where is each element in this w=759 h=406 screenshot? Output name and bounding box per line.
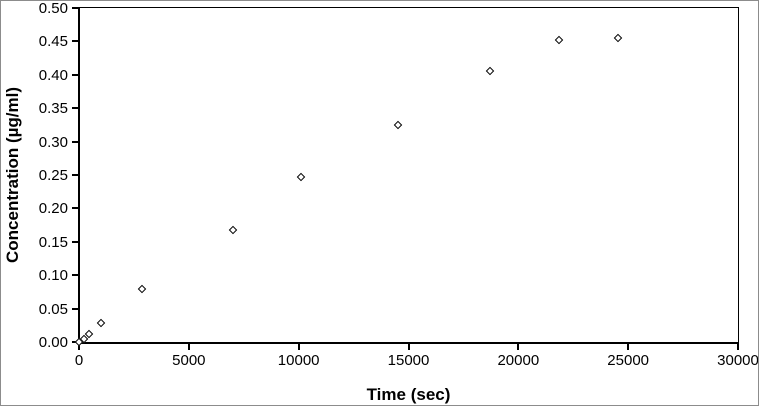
x-axis-tick	[297, 344, 300, 350]
y-tick-label: 0.20	[38, 200, 68, 218]
x-axis-tick	[187, 344, 190, 350]
y-tick-label: 0.25	[38, 167, 68, 184]
y-tick-label: 0.00	[38, 334, 68, 351]
y-axis-tick	[72, 307, 78, 310]
y-tick-label: 0.40	[38, 66, 68, 84]
x-axis-tick	[407, 344, 410, 350]
y-axis-tick	[72, 40, 78, 43]
y-axis-tick	[72, 107, 78, 110]
y-axis-tick	[72, 240, 78, 243]
x-tick-label: 5000	[172, 352, 206, 369]
y-tick-label: 0.45	[38, 33, 68, 51]
y-tick-label: 0.35	[38, 100, 68, 118]
y-tick-label: 0.50	[38, 0, 68, 17]
x-tick-label: 30000	[717, 352, 759, 369]
x-axis-tick	[517, 344, 520, 350]
y-axis-tick	[72, 7, 78, 9]
x-tick-label: 0	[74, 352, 84, 369]
y-axis-tick	[72, 207, 78, 210]
x-tick-label: 25000	[607, 352, 650, 369]
y-axis-tick	[72, 73, 78, 76]
x-axis-tick	[627, 344, 630, 350]
y-axis-tick	[72, 274, 78, 277]
x-axis-tick	[78, 344, 80, 350]
y-axis-tick	[72, 140, 78, 143]
plot-area	[78, 7, 739, 344]
x-tick-label: 10000	[277, 352, 320, 369]
x-tick-label: 15000	[387, 352, 430, 369]
y-tick-label: 0.15	[38, 233, 68, 251]
y-tick-label: 0.30	[38, 133, 68, 151]
x-tick-label: 20000	[497, 352, 540, 369]
y-tick-label: 0.05	[38, 300, 68, 318]
x-axis-tick	[737, 344, 739, 350]
x-axis-title: Time (sec)	[366, 385, 451, 404]
y-axis-tick	[72, 174, 78, 176]
y-tick-label: 0.10	[38, 267, 68, 285]
